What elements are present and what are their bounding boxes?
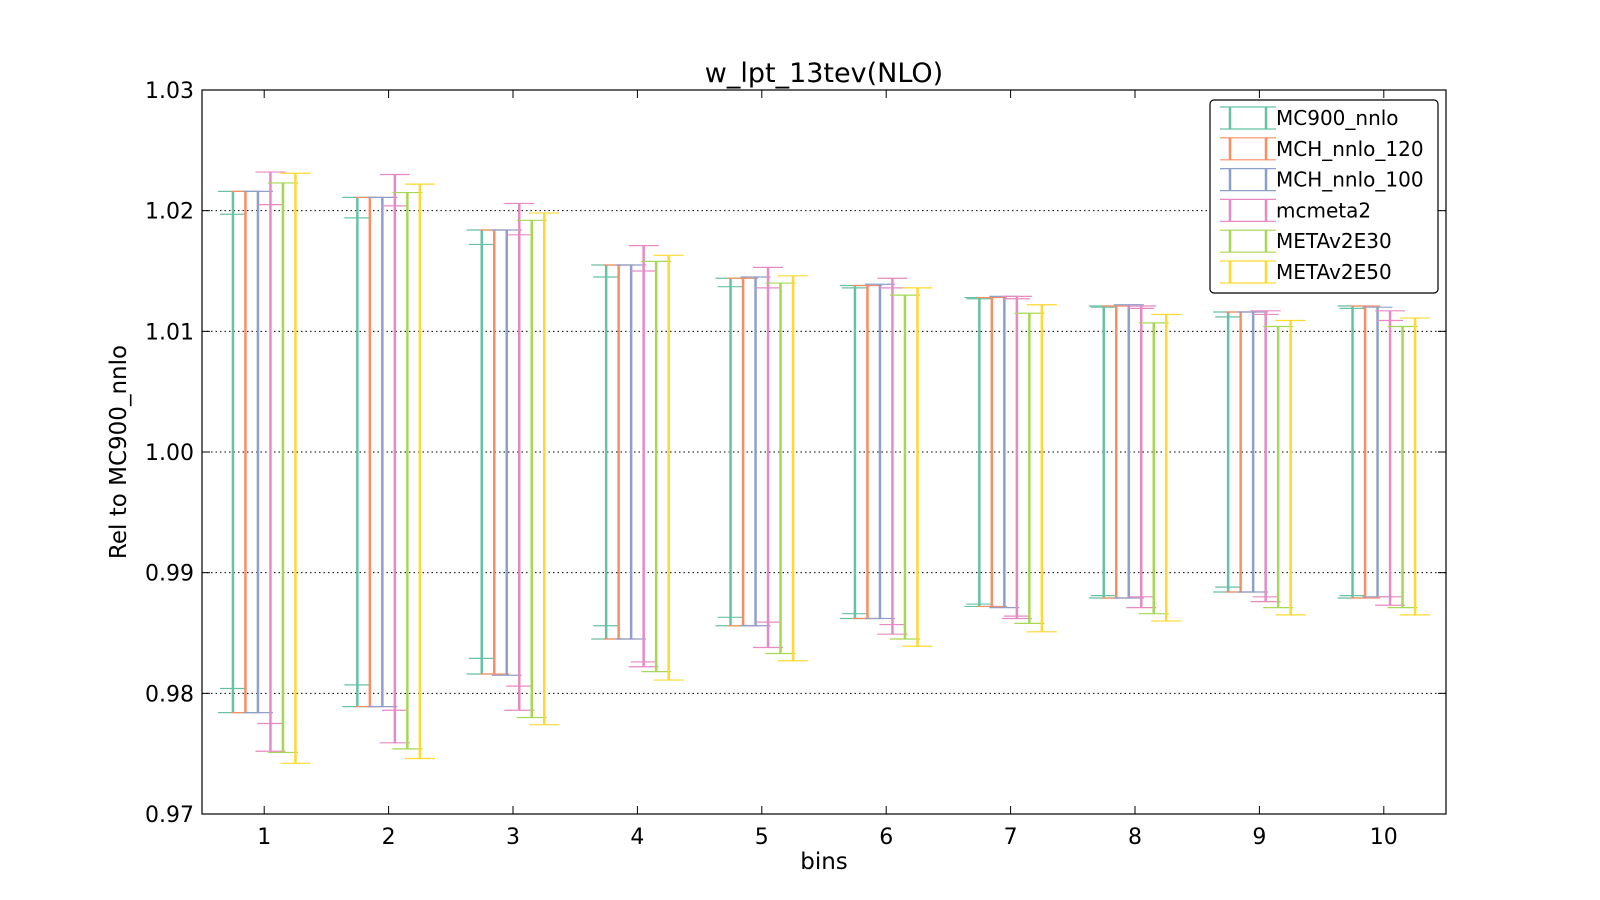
error-bar (404, 183, 435, 760)
legend-entry: MCH_nnlo_120 (1220, 137, 1424, 161)
x-tick-label: 3 (506, 825, 520, 850)
legend: MC900_nnlo MCH_nnlo_120 MCH_nnlo_100mcmeta… (1209, 99, 1439, 294)
error-bar (1400, 317, 1431, 616)
error-bar (864, 283, 895, 620)
error-bar (616, 264, 647, 640)
error-bar (1238, 311, 1269, 593)
x-tick-label: 10 (1370, 825, 1398, 850)
error-bar (778, 275, 809, 662)
y-tick-label: 0.99 (145, 562, 194, 587)
error-bar (1362, 306, 1393, 598)
error-bar (902, 287, 933, 647)
error-bar (628, 245, 659, 668)
error-bar (1026, 304, 1057, 633)
error-bar (889, 294, 920, 640)
error-bar (1101, 305, 1132, 599)
error-bar (1275, 319, 1306, 616)
error-bar (1138, 322, 1169, 615)
error-bar (1387, 325, 1418, 609)
legend-label: mcmeta2 (1276, 198, 1371, 222)
x-tick-label: 8 (1128, 825, 1142, 850)
error-bar (839, 284, 870, 620)
legend-label: MC900_nnlo (1276, 106, 1399, 130)
error-bar (1213, 311, 1244, 593)
x-tick-label: 5 (755, 825, 769, 850)
error-bar (392, 191, 423, 750)
y-tick-label: 1.00 (145, 441, 194, 466)
error-bar (765, 282, 796, 655)
error-bar (877, 277, 908, 635)
error-bar (367, 196, 398, 708)
error-bar (976, 296, 1007, 608)
y-tick-label: 1.01 (145, 320, 194, 345)
x-tick-label: 2 (382, 825, 396, 850)
y-tick-label: 1.03 (145, 79, 194, 104)
error-bar (989, 295, 1020, 609)
legend-label: METAv2E30 (1276, 229, 1392, 253)
y-tick-label: 0.98 (145, 682, 194, 707)
error-bar (529, 212, 560, 726)
error-bar (491, 229, 522, 676)
legend-entry: MCH_nnlo_100 (1220, 168, 1424, 192)
error-bar (1350, 305, 1381, 599)
error-bar (1014, 312, 1045, 624)
error-bar (354, 196, 385, 708)
chart-title: w_lpt_13tev(NLO) (705, 58, 943, 89)
x-tick-label: 9 (1252, 825, 1266, 850)
error-bar (1001, 295, 1032, 620)
legend-label: METAv2E50 (1276, 260, 1392, 284)
error-bar (466, 229, 497, 675)
x-tick-label: 4 (630, 825, 644, 850)
error-bar (267, 182, 298, 754)
error-bar (379, 173, 410, 744)
error-bar (753, 266, 784, 649)
error-bars (217, 171, 1431, 764)
x-tick-label: 1 (257, 825, 271, 850)
legend-entry: METAv2E50 (1220, 260, 1392, 284)
error-bar (740, 276, 771, 627)
error-bar (516, 219, 547, 719)
error-bar (504, 202, 535, 711)
y-axis-label: Rel to MC900_nnlo (106, 345, 132, 559)
legend-entry: MC900_nnlo (1220, 106, 1399, 130)
error-bar (280, 172, 311, 764)
x-tick-label: 7 (1004, 825, 1018, 850)
error-bar (728, 277, 759, 627)
legend-entry: METAv2E30 (1220, 229, 1392, 253)
legend-label: MCH_nnlo_100 (1276, 168, 1424, 192)
error-bar (1126, 305, 1157, 609)
error-bar (1263, 325, 1294, 609)
legend-entry: mcmeta2 (1220, 198, 1371, 222)
error-bar (242, 190, 273, 714)
x-axis-label: bins (800, 849, 848, 875)
y-tick-label: 1.02 (145, 200, 194, 225)
axis-ticks: 0.97 0.98 0.99 1.00 1.01 1.02 1.03 1 2 3 4 5 6 7 8 9 10 (145, 79, 1446, 850)
error-bar (1250, 310, 1281, 603)
y-tick-label: 0.97 (145, 803, 194, 828)
grid-lines (202, 210, 1446, 694)
x-tick-label: 6 (879, 825, 893, 850)
error-bar (653, 254, 684, 681)
error-bar (255, 171, 286, 752)
error-bar (1151, 313, 1182, 622)
error-bar (1375, 310, 1406, 606)
legend-label: MCH_nnlo_120 (1276, 137, 1424, 161)
error-bar (1113, 304, 1144, 599)
error-bar (641, 260, 672, 673)
